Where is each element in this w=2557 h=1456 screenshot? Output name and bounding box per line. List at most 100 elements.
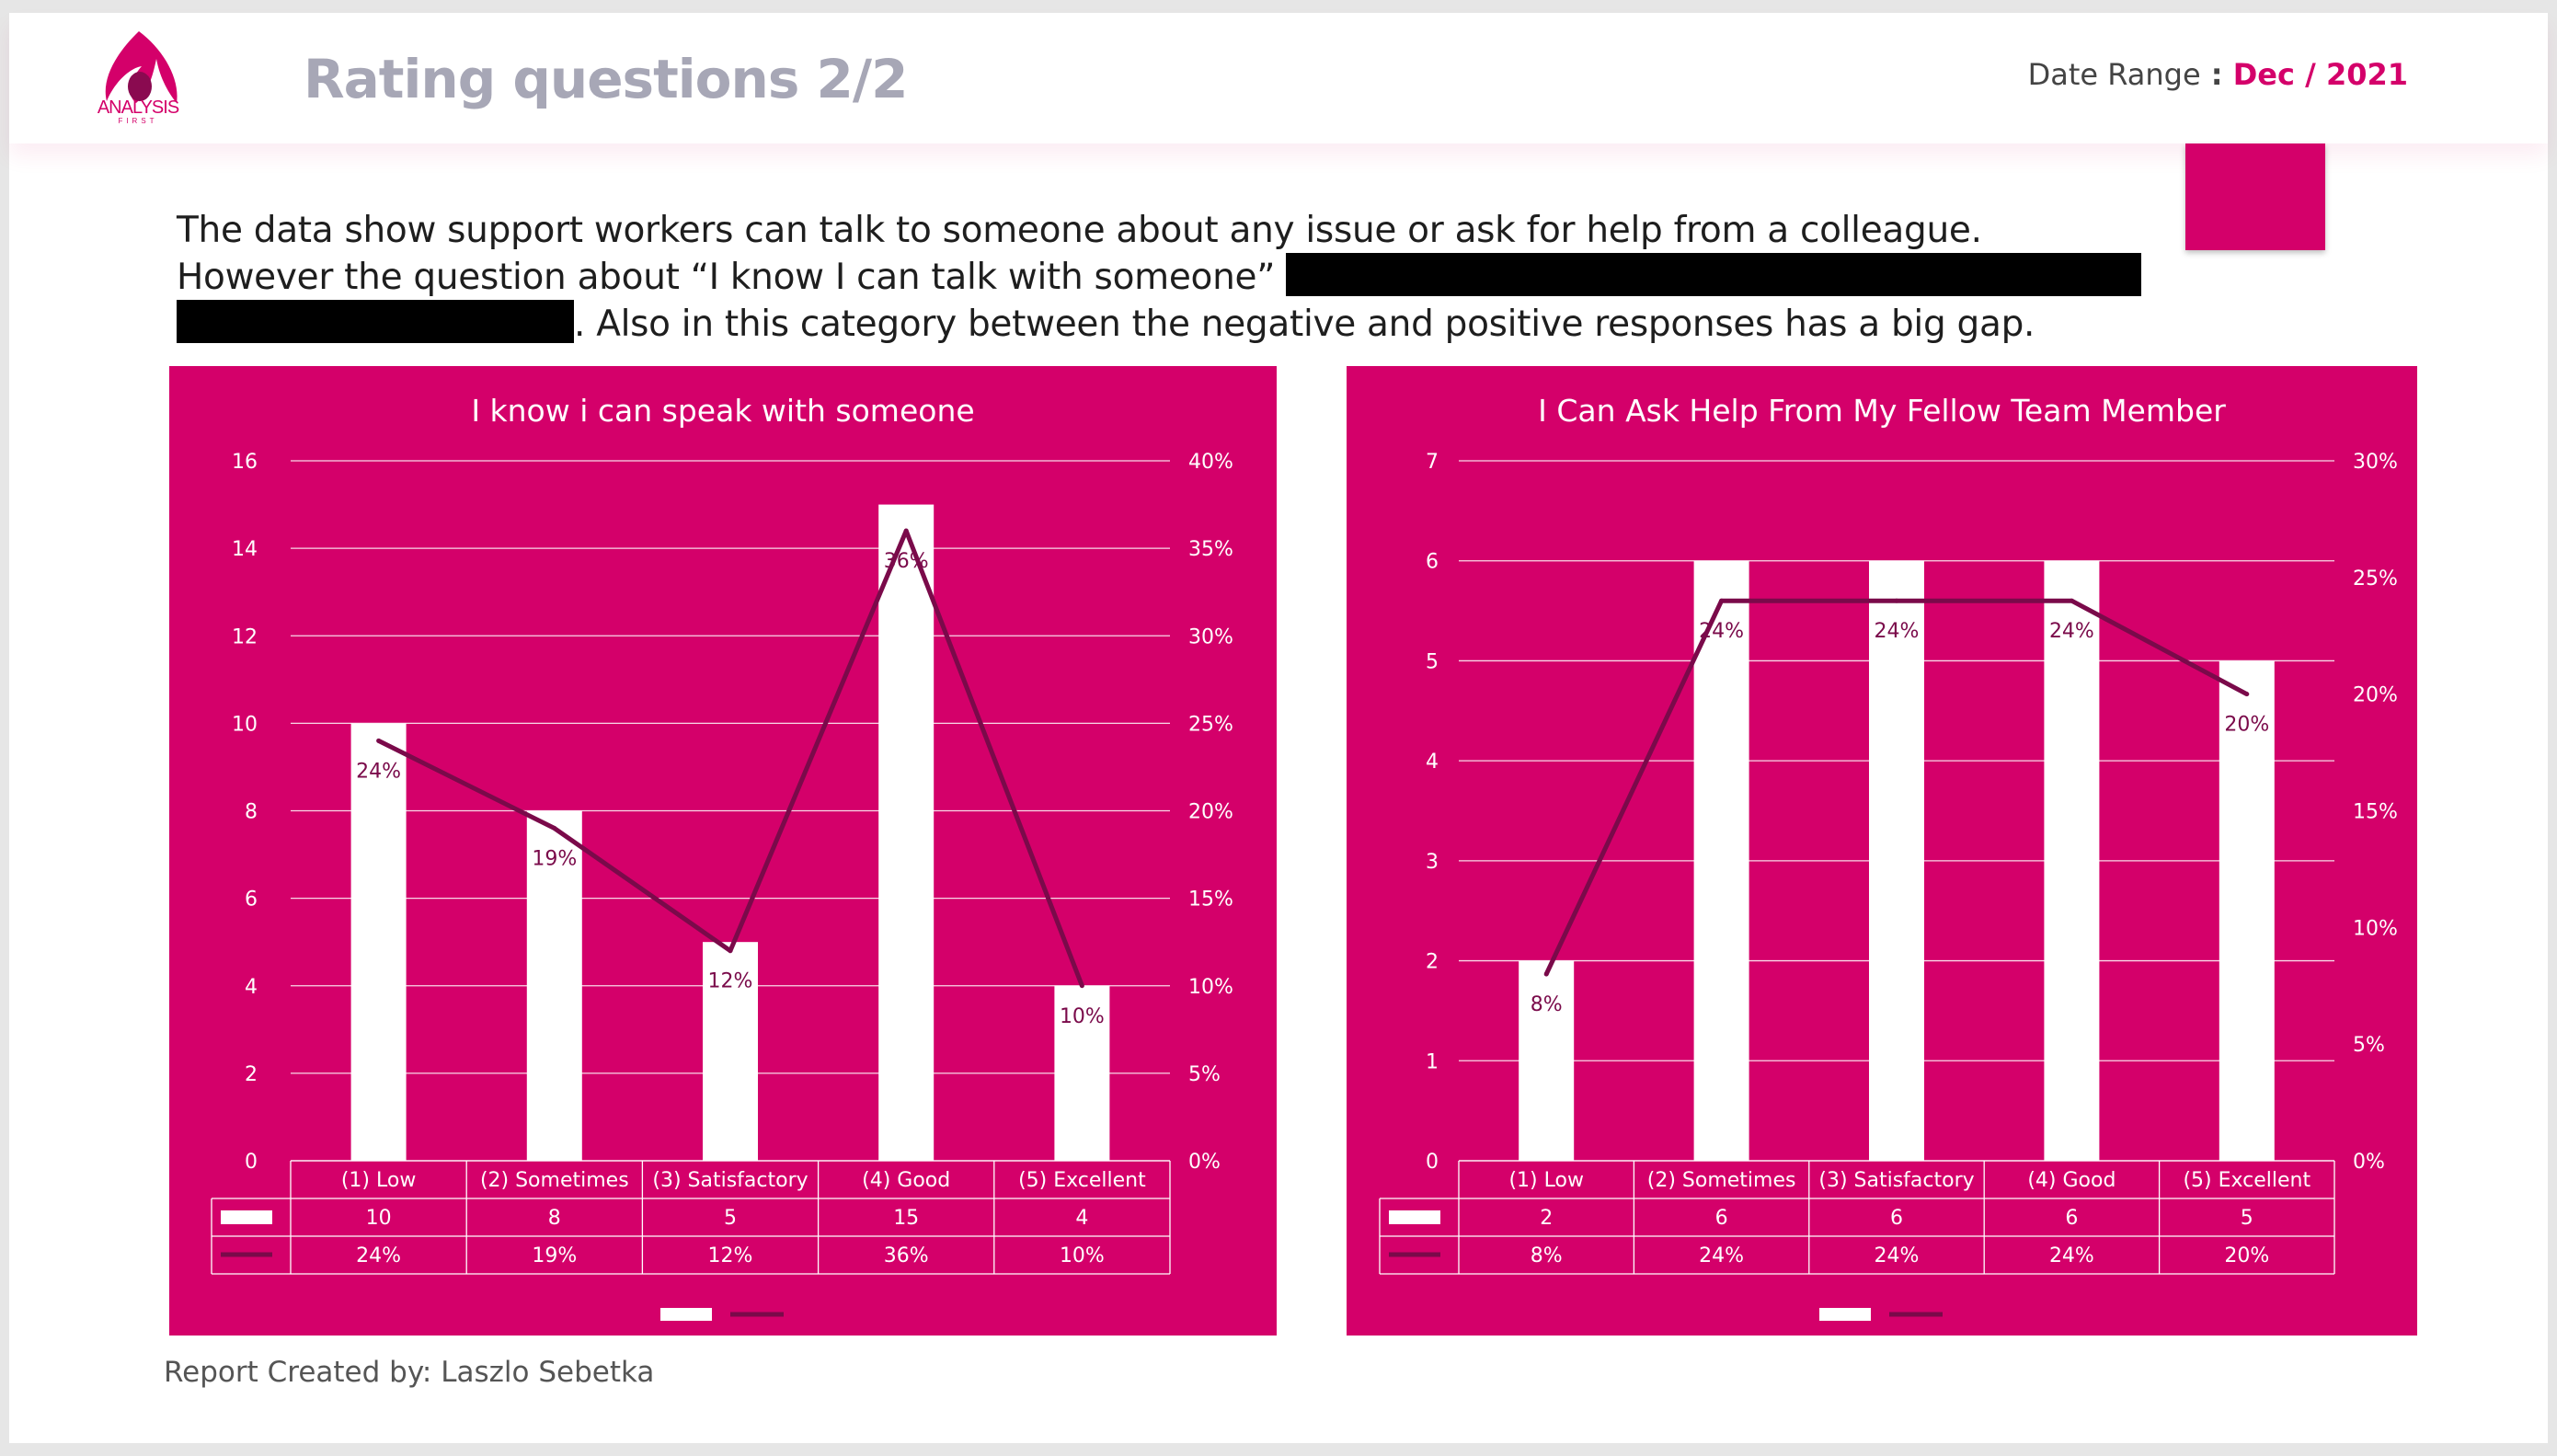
y2-tick-label: 5% [1188,1063,1221,1086]
bar [878,504,935,1161]
y-tick-label: 16 [232,451,258,474]
bar [1054,985,1110,1161]
bar [703,942,758,1161]
table-cell: 8 [548,1207,561,1230]
table-cell: 24% [1875,1244,1920,1267]
table-key-bar-swatch [221,1210,272,1224]
table-cell: 5 [2241,1207,2253,1230]
y2-tick-label: 10% [1188,976,1233,999]
y2-tick-label: 10% [2353,917,2398,940]
table-cell: 5 [724,1207,737,1230]
y2-tick-label: 30% [2353,451,2398,474]
line-series [377,528,1084,987]
report-credit: Report Created by: Laszlo Sebetka [164,1356,655,1389]
chart-title: I Can Ask Help From My Fellow Team Membe… [1538,393,2226,429]
y2-tick-label: 5% [2353,1034,2385,1057]
chart-title: I know i can speak with someone [471,393,974,429]
data-label: 24% [356,760,401,783]
y-tick-label: 14 [232,538,258,561]
y2-tick-label: 35% [1188,538,1233,561]
slide: ANALYSIS FIRST Rating questions 2/2 Date… [9,13,2548,1443]
line-point [1079,983,1084,989]
category-label: (3) Satisfactory [1818,1169,1974,1192]
y2-tick-label: 20% [2353,684,2398,707]
table-cell: 10% [1060,1244,1105,1267]
data-label: 24% [1875,620,1920,643]
category-label: (3) Satisfactory [652,1169,808,1192]
bar [2219,660,2275,1161]
y-tick-label: 4 [245,976,258,999]
line-point [728,948,733,954]
table-cell: 20% [2224,1244,2269,1267]
date-range-label: Date Range [2027,57,2201,92]
chart-ask-help-team-member: I Can Ask Help From My Fellow Team Membe… [1379,393,2398,1321]
date-range-value: Dec / 2021 [2232,57,2408,92]
y-tick-label: 8 [245,801,258,824]
table-cell: 24% [1699,1244,1744,1267]
y-tick-label: 6 [245,889,258,911]
line-point [2069,598,2074,603]
table-cell: 6 [1890,1207,1903,1230]
analysis-first-logo-icon [105,31,178,103]
y-tick-label: 6 [1426,551,1439,574]
y-tick-label: 3 [1426,851,1439,874]
header-bar: ANALYSIS FIRST Rating questions 2/2 Date… [9,13,2548,143]
data-label: 8% [1531,993,1563,1016]
data-label: 24% [1699,620,1744,643]
bar [1693,560,1749,1161]
y2-tick-label: 40% [1188,451,1233,474]
y-tick-label: 0 [245,1151,258,1174]
y-tick-label: 10 [232,713,258,736]
date-range-separator: : [2200,57,2233,92]
line-point [1894,598,1899,603]
table-key-bar-swatch [1389,1210,1440,1224]
y-tick-label: 1 [1426,1050,1439,1073]
chart-speak-with-someone: I know i can speak with someone 0 2 4 6 8 10 12… [211,393,1233,1321]
category-label: (2) Sometimes [1647,1169,1796,1192]
y-tick-label: 2 [1426,951,1439,974]
y2-tick-label: 20% [1188,801,1233,824]
data-label: 36% [884,550,929,573]
page-title: Rating questions 2/2 [304,48,908,110]
table-cell: 4 [1075,1207,1088,1230]
table-cell: 15 [893,1207,919,1230]
description: The data show support workers can talk t… [177,208,2274,347]
table-cell: 24% [356,1244,401,1267]
category-label: (1) Low [341,1169,416,1192]
category-label: (4) Good [862,1169,950,1192]
description-line-3: . Also in this category between the nega… [177,300,2274,347]
y-tick-label: 4 [1426,751,1439,774]
line-point [903,528,909,533]
y2-tick-label: 0% [2353,1151,2385,1174]
line-point [552,826,557,831]
table-cell: 2 [1540,1207,1553,1230]
y2-tick-label: 25% [2353,567,2398,590]
logo-subtext: FIRST [118,117,158,125]
category-label: (4) Good [2027,1169,2116,1192]
table-cell: 6 [2065,1207,2078,1230]
table-cell: 6 [1715,1207,1728,1230]
y-tick-label: 5 [1426,650,1439,673]
category-label: (5) Excellent [2183,1169,2310,1192]
y2-tick-label: 15% [2353,801,2398,824]
line-point [1719,598,1725,603]
description-line-3-text: . Also in this category between the nega… [574,304,2035,345]
category-label: (5) Excellent [1018,1169,1146,1192]
bar [350,723,407,1161]
table-cell: 12% [708,1244,753,1267]
bar [1869,560,1924,1161]
bar [1519,960,1575,1161]
table-cell: 10 [366,1207,392,1230]
table-cell: 8% [1531,1244,1563,1267]
legend-bar-swatch [1819,1308,1871,1321]
logo-text: ANALYSIS [97,97,179,118]
date-range: Date Range : Dec / 2021 [2028,57,2408,92]
table-cell: 19% [532,1244,577,1267]
y-tick-label: 2 [245,1063,258,1086]
y-tick-label: 7 [1426,451,1439,474]
data-label: 19% [532,848,577,871]
chart-panel-speak: I know i can speak with someone 0 2 4 6 8 10 12… [169,366,1277,1336]
y-tick-label: 0 [1426,1151,1439,1174]
bar [526,810,582,1161]
description-line-2-text: However the question about “I know I can… [177,257,1276,298]
